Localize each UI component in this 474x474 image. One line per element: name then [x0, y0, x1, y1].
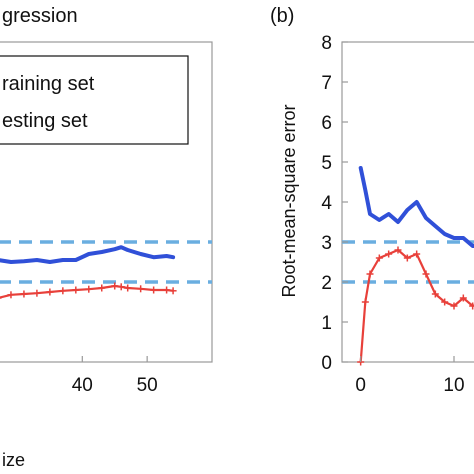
data-point-marker	[459, 294, 467, 302]
y-tick-label: 0	[321, 353, 332, 374]
panel-a-x-axis-label: ize	[2, 450, 25, 470]
data-point-marker	[385, 250, 393, 258]
x-tick-label: 10	[443, 375, 464, 396]
data-point-marker	[403, 254, 411, 262]
data-point-marker	[394, 246, 402, 254]
data-point-marker	[137, 285, 145, 293]
legend-entry-testing: esting set	[2, 110, 88, 132]
x-tick-label: 50	[137, 375, 158, 396]
data-point-marker	[469, 302, 474, 310]
data-point-marker	[59, 287, 67, 295]
panel-a-axes-frame	[0, 41, 213, 363]
data-point-marker	[46, 288, 54, 296]
data-point-marker	[33, 289, 41, 297]
x-tick-label: 0	[355, 375, 366, 396]
y-tick-label: 3	[321, 233, 332, 254]
series-line-blue	[0, 245, 176, 264]
data-point-marker	[422, 270, 430, 278]
y-tick-label: 4	[321, 193, 332, 214]
data-point-marker	[20, 290, 28, 298]
data-point-marker	[375, 254, 383, 262]
data-point-marker	[163, 286, 171, 294]
data-point-marker	[450, 302, 458, 310]
panel-b-axes-frame	[341, 41, 474, 363]
data-point-marker	[7, 291, 15, 299]
y-tick-label: 7	[321, 73, 332, 94]
data-point-marker	[441, 298, 449, 306]
data-point-marker	[361, 298, 369, 306]
data-point-marker	[124, 284, 132, 292]
data-point-marker	[0, 297, 2, 299]
y-tick-label: 8	[321, 33, 332, 54]
data-point-marker	[117, 283, 125, 291]
data-point-marker	[413, 250, 421, 258]
series-line-red	[0, 284, 175, 299]
panel-a: gression 40 50 raining set esting set ize	[0, 5, 213, 470]
y-tick-label: 1	[321, 313, 332, 334]
y-tick-label: 5	[321, 153, 332, 174]
legend-box	[0, 55, 189, 145]
y-tick-label: 2	[321, 273, 332, 294]
legend-entry-training: raining set	[2, 73, 95, 95]
data-point-marker	[431, 290, 439, 298]
data-point-marker	[150, 286, 158, 294]
y-tick-label: 6	[321, 113, 332, 134]
panel-a-title: gression	[2, 5, 78, 27]
data-point-marker	[366, 270, 374, 278]
panel-b: (b) 0 10 0 1 2 3 4 5 6 7 8 Root-mean-square error	[270, 5, 474, 396]
x-tick-label: 40	[72, 375, 93, 396]
series-line-blue	[358, 166, 474, 248]
data-point-marker	[98, 284, 106, 292]
data-point-marker	[85, 285, 93, 293]
panel-b-label: (b)	[270, 5, 294, 27]
panel-b-y-axis-label: Root-mean-square error	[279, 104, 299, 297]
data-point-marker	[169, 287, 177, 295]
data-point-marker	[111, 282, 119, 290]
data-point-marker	[72, 286, 80, 294]
